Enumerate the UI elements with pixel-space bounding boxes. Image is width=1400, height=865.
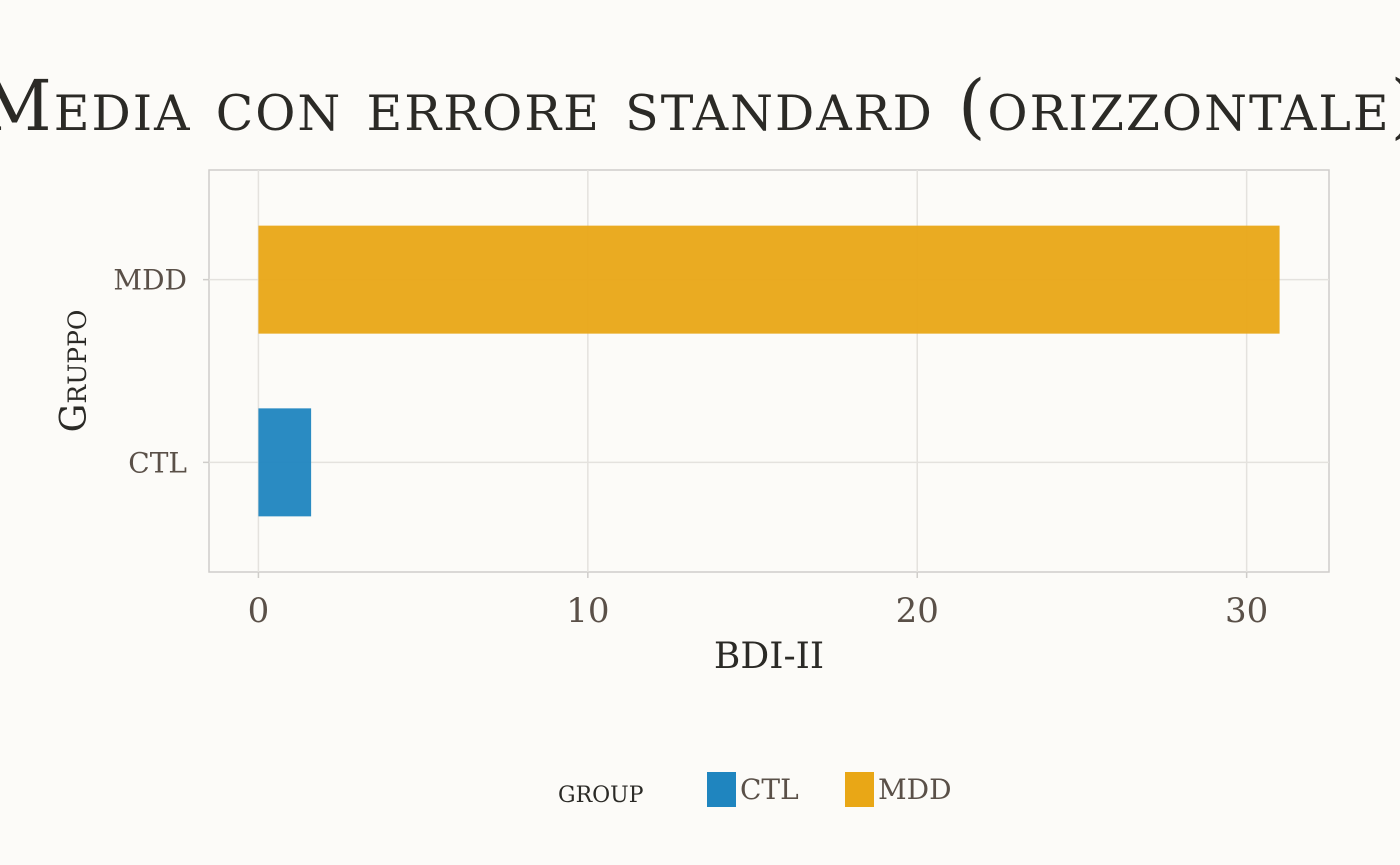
legend-swatch-mdd bbox=[845, 772, 874, 807]
chart-title: Media con errore standard (orizzontale) bbox=[0, 65, 1400, 147]
x-axis-ticks: 0 10 20 30 bbox=[248, 572, 1268, 631]
x-axis-title: BDI-II bbox=[714, 636, 824, 677]
legend-swatch-ctl bbox=[707, 772, 736, 807]
bar-ctl bbox=[258, 408, 312, 517]
bars bbox=[258, 225, 1280, 517]
legend-label-mdd: MDD bbox=[878, 773, 952, 806]
x-tick-label: 0 bbox=[248, 591, 270, 631]
x-tick-label: 20 bbox=[896, 591, 939, 631]
legend: group CTL MDD bbox=[558, 772, 952, 810]
bar-mdd bbox=[258, 225, 1280, 334]
plot-panel bbox=[208, 169, 1330, 573]
legend-title: group bbox=[558, 772, 644, 810]
y-axis-title: Gruppo bbox=[54, 310, 95, 433]
y-tick-label: MDD bbox=[113, 264, 187, 297]
legend-label-ctl: CTL bbox=[740, 773, 799, 806]
y-axis-ticks: CTL MDD bbox=[113, 264, 209, 479]
y-tick-label: CTL bbox=[128, 446, 187, 479]
x-tick-label: 10 bbox=[566, 591, 609, 631]
x-tick-label: 30 bbox=[1225, 591, 1268, 631]
